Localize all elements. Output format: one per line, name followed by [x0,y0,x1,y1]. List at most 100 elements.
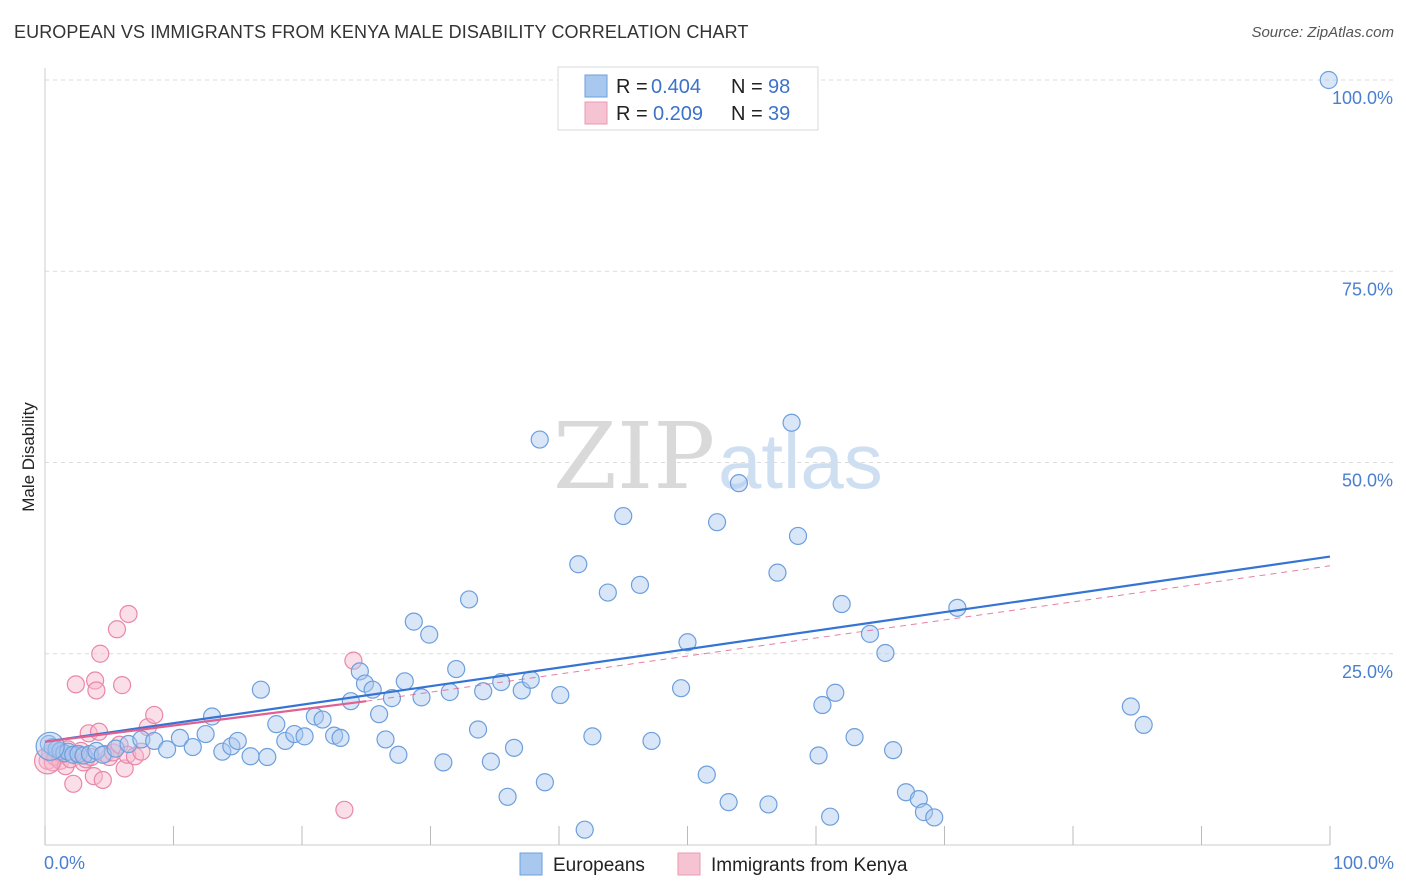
y-tick-label: 50.0% [1342,471,1393,491]
chart-source: Source: ZipAtlas.com [1251,24,1394,41]
europeans-point [925,808,944,827]
europeans-point [157,740,177,759]
europeans-point [530,430,549,449]
europeans-point [412,688,431,707]
europeans-point [845,728,864,747]
watermark-atlas: atlas [718,417,883,505]
europeans-point [447,659,466,679]
europeans-point [671,679,691,698]
europeans-point [1134,715,1153,734]
bottom-legend-kenya: Immigrants from Kenya [711,855,908,876]
europeans-point [370,705,389,724]
europeans-point [481,752,500,771]
europeans-points [35,70,1338,839]
kenya-point [84,767,103,786]
kenya-point [93,770,112,790]
europeans-point [213,742,232,761]
europeans-point [331,728,350,748]
europeans-point [498,787,517,806]
europeans-point [821,807,840,826]
europeans-point [832,594,851,614]
europeans-point [614,506,633,526]
europeans-point [404,612,423,631]
axes [44,68,1331,846]
series-legend: Europeans Immigrants from Kenya [519,852,908,876]
europeans-cluster-point [35,731,65,761]
europeans-point [809,746,828,765]
kenya-point [89,722,109,741]
europeans-point [468,720,488,739]
trend-lines [44,555,1331,743]
europeans-point [535,773,554,792]
kenya-point [107,620,127,639]
europeans-point [420,625,439,644]
europeans-point [258,747,277,767]
europeans-point [788,526,808,546]
kenya-point [91,644,110,663]
europeans-point [876,643,895,663]
europeans-point [170,728,190,748]
europeans-point [251,680,270,699]
correlation-legend: R = 0.404 N = 98 R = 0.209 N = 39 [557,66,819,131]
legend-blue-n-label: N = [731,76,763,98]
y-axis-label: Male Disability [19,402,38,512]
legend-pink-n-value: 39 [768,103,790,125]
legend-blue-r-value: 0.404 [651,76,701,98]
europeans-point [145,731,164,751]
kenya-point [87,681,106,700]
europeans-trend-line [44,555,1331,743]
europeans-point [678,633,697,652]
europeans-point [241,747,260,766]
europeans-point [642,731,661,751]
europeans-point [1319,70,1338,90]
europeans-point [697,765,716,784]
europeans-point [295,727,314,746]
legend-pink-r-value: 0.209 [653,103,703,125]
x-tick-label-max: 100.0% [1333,853,1394,873]
chart-title: EUROPEAN VS IMMIGRANTS FROM KENYA MALE D… [14,22,749,42]
europeans-point [376,730,395,749]
europeans-point [883,741,903,760]
bottom-legend-swatch-europeans [519,852,543,876]
europeans-point [267,715,286,734]
kenya-point [145,705,164,725]
europeans-point [228,731,247,751]
europeans-point [826,683,845,702]
bottom-legend-europeans: Europeans [553,855,645,876]
europeans-point [395,672,414,691]
kenya-trend-line [44,700,367,743]
europeans-point [474,682,493,701]
europeans-point [719,793,738,812]
europeans-point [196,724,215,744]
kenya-point [344,651,363,670]
europeans-point [183,737,202,757]
kenya-point [115,759,134,778]
x-tick-label-min: 0.0% [44,853,85,873]
kenya-point [119,604,138,624]
europeans-point [1121,697,1140,716]
grid-lines [45,79,1394,655]
europeans-point [440,682,459,702]
europeans-point [914,803,934,822]
europeans-point [948,598,967,617]
legend-pink-r-label: R = [616,103,648,125]
y-tick-label: 75.0% [1342,279,1393,299]
bottom-legend-swatch-kenya [677,852,701,876]
europeans-point [276,731,295,751]
europeans-point [521,670,540,689]
europeans-point [782,413,801,432]
europeans-point [583,727,602,746]
kenya-point [335,800,354,819]
europeans-point [707,513,727,532]
legend-blue-r-label: R = [616,76,648,98]
europeans-point [768,563,787,582]
europeans-point [813,695,832,715]
europeans-point [313,710,332,729]
y-tick-label: 100.0% [1332,88,1393,108]
kenya-trend-extension [366,565,1331,702]
europeans-point [759,795,778,814]
kenya-point [112,676,132,695]
europeans-point [630,575,650,595]
legend-blue-n-value: 98 [768,76,790,98]
